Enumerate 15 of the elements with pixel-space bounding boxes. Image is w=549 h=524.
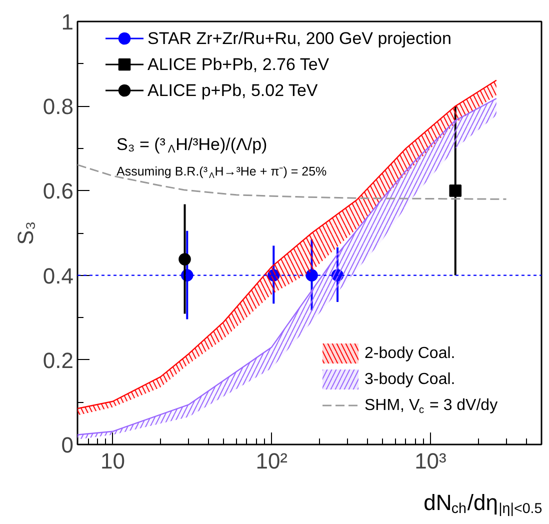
y-tick-label: 0.4 [42,263,74,288]
legend-label: 3-body Coal. [364,371,456,388]
y-tick-label: 0.2 [42,348,74,373]
y-tick-label: 0.8 [42,94,74,120]
x-tick-label: 10³ [414,448,446,474]
y-tick-label: 0 [61,432,74,458]
legend-label: STAR Zr+Zr/Ru+Ru, 200 GeV projection [148,29,452,48]
legend-label: ALICE p+Pb, 5.02 TeV [148,81,318,100]
x-tick-label: 10 [100,448,125,474]
legend-label: ALICE Pb+Pb, 2.76 TeV [148,55,330,74]
y-tick-label: 0.6 [42,178,74,204]
y-axis-title: S₃ [12,221,38,245]
legend-label: 2-body Coal. [364,345,456,362]
y-tick-label: 1 [61,10,74,34]
x-tick-label: 10² [256,448,288,474]
